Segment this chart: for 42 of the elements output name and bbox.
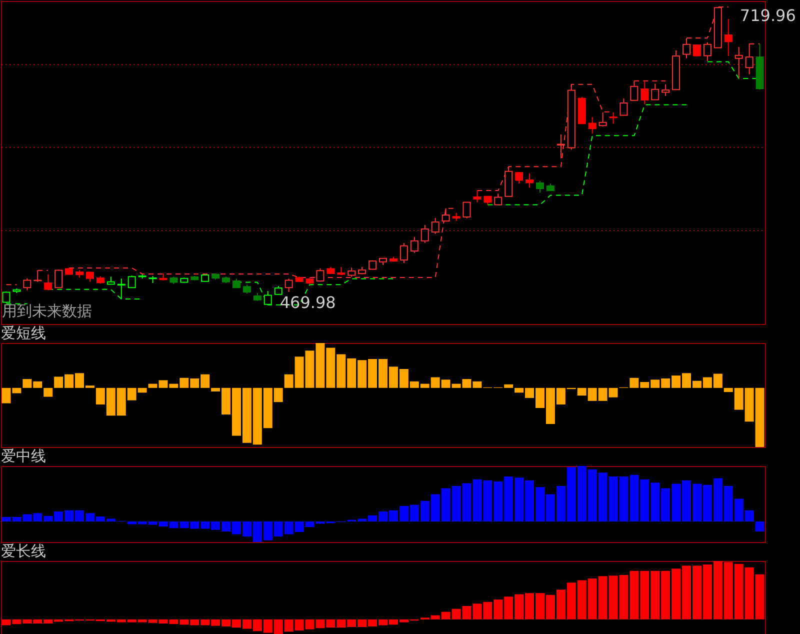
candlestick — [86, 271, 94, 282]
candlestick — [316, 268, 324, 282]
annotation: 469.98 — [280, 292, 336, 312]
candlestick — [23, 278, 32, 291]
candlestick — [44, 274, 52, 291]
candlestick — [117, 278, 126, 300]
candlestick — [536, 180, 544, 194]
candlestick — [651, 83, 660, 100]
candlestick — [588, 116, 596, 134]
candlestick — [431, 218, 440, 235]
bar — [755, 521, 764, 532]
candlestick — [745, 43, 754, 75]
chart-title: 爱中线 — [1, 447, 46, 465]
candlestick — [703, 42, 712, 62]
candlestick — [462, 202, 471, 219]
candlestick — [420, 224, 429, 244]
candlestick — [598, 112, 607, 128]
candlestick — [515, 172, 524, 184]
candlestick — [556, 134, 565, 159]
candlestick — [494, 193, 502, 206]
candlestick — [620, 98, 628, 116]
candlestick — [526, 172, 534, 188]
annotation: 用到未来数据 — [2, 302, 92, 320]
candlestick — [630, 80, 638, 101]
chart-title: 爱长线 — [1, 542, 46, 560]
candlestick — [640, 80, 649, 105]
candlestick — [128, 275, 136, 288]
candlestick — [442, 208, 450, 222]
candlestick — [284, 278, 293, 292]
candlestick — [609, 112, 618, 124]
chart-title: 爱短线 — [1, 324, 46, 342]
candlestick — [724, 18, 732, 56]
candlestick — [232, 278, 240, 288]
bar — [44, 388, 53, 397]
candlestick — [54, 269, 63, 288]
candlestick — [410, 236, 418, 254]
candlestick — [734, 46, 743, 79]
candlestick — [473, 190, 482, 203]
candlestick — [682, 38, 691, 59]
candlestick — [662, 84, 670, 96]
candlestick — [400, 242, 408, 264]
candlestick — [348, 267, 356, 278]
